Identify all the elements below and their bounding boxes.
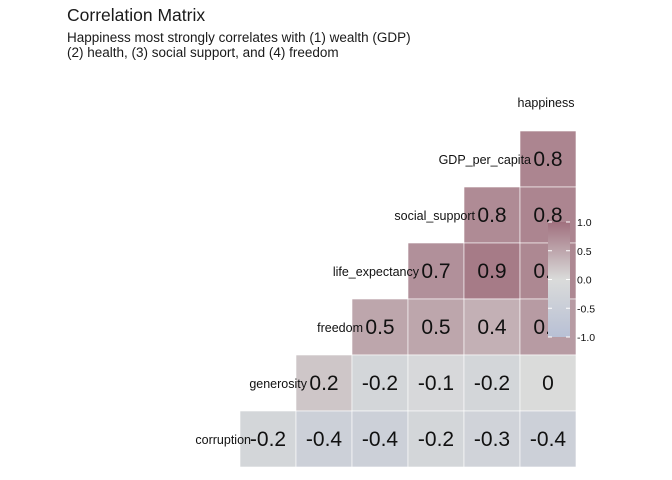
heatmap-cell xyxy=(351,410,409,468)
row-label: life_expectancy xyxy=(333,265,420,279)
color-legend: 1.0 0.5 0.0 -0.5 -1.0 xyxy=(548,217,595,344)
heatmap-cell xyxy=(351,354,409,412)
row-label: happiness xyxy=(518,96,575,110)
legend-tick-label: -1.0 xyxy=(577,332,595,344)
heatmap-cell xyxy=(463,242,521,300)
cell-value-label: -0.1 xyxy=(418,372,454,395)
legend-tick-label: 0.0 xyxy=(577,275,592,287)
heatmap-cell xyxy=(407,354,465,412)
row-label: generosity xyxy=(249,377,307,391)
heatmap-cell xyxy=(295,410,353,468)
heatmap-cell xyxy=(463,354,521,412)
heatmap-cell xyxy=(351,298,409,356)
heatmap-cell xyxy=(519,410,577,468)
row-label: freedom xyxy=(317,321,363,335)
heatmap-cell xyxy=(463,186,521,244)
cell-value-label: 0.8 xyxy=(533,204,562,227)
legend-tick-label: 0.5 xyxy=(577,246,592,258)
heatmap-cell xyxy=(407,298,465,356)
legend-color-bar xyxy=(548,222,570,337)
row-label: GDP_per_capita xyxy=(439,153,531,167)
cell-value-label: -0.4 xyxy=(306,428,343,451)
heatmap-row-labels: happiness GDP_per_capita social_supportlif… xyxy=(195,96,574,447)
row-label: corruption xyxy=(195,433,251,447)
cell-value-label: 0.4 xyxy=(477,316,507,339)
chart-title: Correlation Matrix xyxy=(67,5,206,25)
cell-value-label: -0.2 xyxy=(362,372,398,395)
cell-value-label: 0.5 xyxy=(421,316,450,339)
cell-value-label: -0.2 xyxy=(250,428,286,451)
legend-tick-label: -0.5 xyxy=(577,303,595,315)
cell-value-label: 0.8 xyxy=(533,148,562,171)
cell-value-label: -0.4 xyxy=(362,428,399,451)
cell-value-label: 0 xyxy=(542,372,554,395)
cell-value-label: 0.9 xyxy=(477,260,506,283)
cell-value-label: 0.2 xyxy=(309,372,338,395)
cell-value-label: -0.2 xyxy=(418,428,454,451)
cell-value-label: -0.4 xyxy=(530,428,567,451)
heatmap-cell xyxy=(239,410,297,468)
heatmap-cells: 0.80.80.80.70.90.80.50.50.40.60.2-0.2-0.… xyxy=(239,130,577,468)
chart-subtitle: Happiness most strongly correlates with … xyxy=(67,30,411,60)
cell-value-label: 0.5 xyxy=(365,316,394,339)
row-label: social_support xyxy=(394,209,475,223)
heatmap-cell xyxy=(463,298,521,356)
legend-tick-label: 1.0 xyxy=(577,217,592,229)
heatmap-cell xyxy=(519,354,577,412)
cell-value-label: 0.8 xyxy=(477,204,506,227)
cell-value-label: -0.3 xyxy=(474,428,510,451)
heatmap-cell xyxy=(519,130,577,188)
cell-value-label: -0.2 xyxy=(474,372,510,395)
heatmap-cell xyxy=(295,354,353,412)
heatmap-cell xyxy=(407,242,465,300)
heatmap-cell xyxy=(407,410,465,468)
cell-value-label: 0.7 xyxy=(421,260,450,283)
